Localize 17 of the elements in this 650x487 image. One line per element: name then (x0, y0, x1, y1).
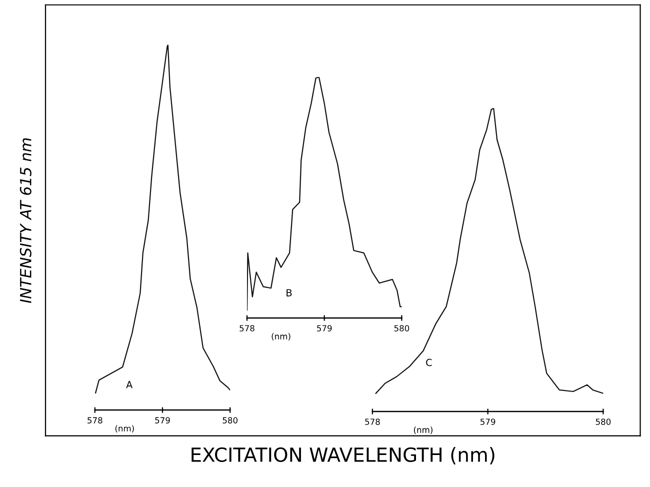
x-tick-label: 580 (222, 417, 238, 424)
annotation: A (126, 381, 133, 388)
x-tick-label: 580 (394, 325, 410, 332)
text: EXCITATION WAVELENGTH (nm) (192, 446, 494, 464)
x-tick-label: 578 (365, 418, 380, 425)
annotation: C (426, 358, 432, 366)
x-axis-title: (nm) (115, 425, 134, 432)
x-axis-title: (nm) (414, 426, 432, 434)
x-tick-label: 578 (88, 417, 102, 424)
text: INTENSITY AT 615 nm (20, 138, 32, 304)
x-tick-label: 579 (480, 418, 496, 425)
x-tick-label: 578 (240, 325, 254, 332)
x-tick-label: 580 (596, 418, 611, 425)
x-tick-label: 579 (317, 325, 332, 332)
annotation: B (286, 289, 292, 296)
x-axis-title: (nm) (272, 333, 290, 340)
x-tick-label: 579 (155, 417, 170, 424)
